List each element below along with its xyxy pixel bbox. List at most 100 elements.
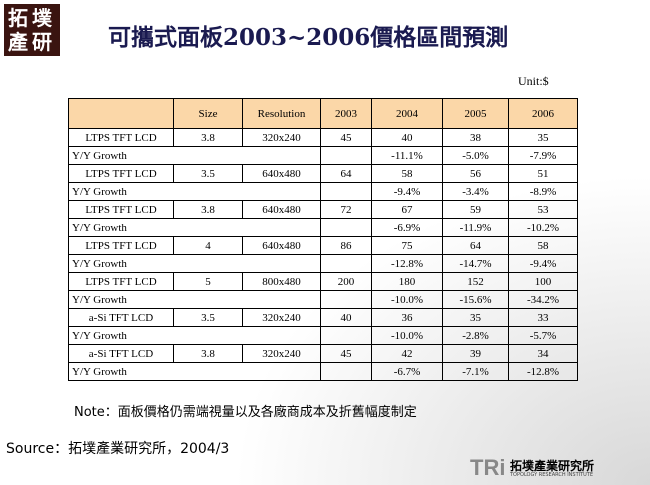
growth-row: Y/Y Growth -11.1% -5.0% -7.9% [68, 146, 578, 165]
value-cell: 4 [173, 236, 243, 255]
value-cell: 5 [173, 272, 243, 291]
value-cell: 56 [442, 164, 509, 183]
header-cell: 2006 [508, 98, 578, 129]
growth-row: Y/Y Growth -6.7% -7.1% -12.8% [68, 362, 578, 381]
value-cell: 200 [320, 272, 372, 291]
empty-cell [320, 362, 372, 381]
value-cell: 64 [442, 236, 509, 255]
growth-cell: -2.8% [442, 326, 509, 345]
header-cell: 2004 [371, 98, 443, 129]
growth-cell: -7.9% [508, 146, 578, 165]
value-cell: 40 [371, 128, 443, 147]
title: 可攜式面板2003~2006價格區間預測 [108, 24, 509, 51]
value-cell: 180 [371, 272, 443, 291]
source: Source：拓墣產業研究所，2004/3 [6, 441, 230, 457]
growth-cell: -9.4% [508, 254, 578, 273]
value-cell: 42 [371, 344, 443, 363]
growth-label: Y/Y Growth [68, 146, 321, 165]
growth-label: Y/Y Growth [68, 254, 321, 273]
value-cell: 75 [371, 236, 443, 255]
value-cell: 39 [442, 344, 509, 363]
header-cell [68, 98, 174, 129]
empty-cell [320, 254, 372, 273]
header-cell: Size [173, 98, 243, 129]
logo: 拓墣產研 [4, 4, 60, 56]
growth-cell: -11.1% [371, 146, 443, 165]
value-cell: 34 [508, 344, 578, 363]
model-cell: LTPS TFT LCD [68, 272, 174, 291]
growth-cell: -34.2% [508, 290, 578, 309]
model-cell: a-Si TFT LCD [68, 344, 174, 363]
value-cell: 3.5 [173, 308, 243, 327]
value-cell: 640x480 [242, 236, 321, 255]
header-row: Size Resolution 2003 2004 2005 2006 [68, 98, 578, 129]
header-cell: 2005 [442, 98, 509, 129]
growth-cell: -6.7% [371, 362, 443, 381]
growth-cell: -6.9% [371, 218, 443, 237]
header-cell: Resolution [242, 98, 321, 129]
value-cell: 59 [442, 200, 509, 219]
growth-label: Y/Y Growth [68, 290, 321, 309]
model-cell: LTPS TFT LCD [68, 128, 174, 147]
value-cell: 3.8 [173, 200, 243, 219]
model-cell: LTPS TFT LCD [68, 200, 174, 219]
value-cell: 320x240 [242, 308, 321, 327]
value-cell: 72 [320, 200, 372, 219]
brand: TRi [470, 455, 506, 480]
value-cell: 86 [320, 236, 372, 255]
growth-row: Y/Y Growth -9.4% -3.4% -8.9% [68, 182, 578, 201]
brand-name: 拓墣產業研究所 [510, 459, 595, 473]
growth-cell: -3.4% [442, 182, 509, 201]
value-cell: 152 [442, 272, 509, 291]
value-cell: 45 [320, 344, 372, 363]
empty-cell [320, 146, 372, 165]
growth-label: Y/Y Growth [68, 362, 321, 381]
price-row: LTPS TFT LCD 3.8 320x240 45 40 38 35 [68, 128, 578, 147]
value-cell: 53 [508, 200, 578, 219]
growth-row: Y/Y Growth -12.8% -14.7% -9.4% [68, 254, 578, 273]
value-cell: 35 [508, 128, 578, 147]
growth-row: Y/Y Growth -10.0% -2.8% -5.7% [68, 326, 578, 345]
growth-cell: -11.9% [442, 218, 509, 237]
value-cell: 36 [371, 308, 443, 327]
growth-row: Y/Y Growth -6.9% -11.9% -10.2% [68, 218, 578, 237]
value-cell: 58 [508, 236, 578, 255]
price-row: LTPS TFT LCD 4 640x480 86 75 64 58 [68, 236, 578, 255]
empty-cell [320, 326, 372, 345]
value-cell: 320x240 [242, 344, 321, 363]
empty-cell [320, 290, 372, 309]
price-row: LTPS TFT LCD 5 800x480 200 180 152 100 [68, 272, 578, 291]
growth-cell: -7.1% [442, 362, 509, 381]
empty-cell [320, 182, 372, 201]
growth-cell: -14.7% [442, 254, 509, 273]
price-row: LTPS TFT LCD 3.5 640x480 64 58 56 51 [68, 164, 578, 183]
unit: Unit:$ [518, 74, 549, 88]
value-cell: 640x480 [242, 200, 321, 219]
value-cell: 45 [320, 128, 372, 147]
value-cell: 40 [320, 308, 372, 327]
growth-cell: -5.0% [442, 146, 509, 165]
value-cell: 64 [320, 164, 372, 183]
growth-label: Y/Y Growth [68, 326, 321, 345]
value-cell: 67 [371, 200, 443, 219]
note: Note：面板價格仍需端視量以及各廠商成本及折舊幅度制定 [74, 405, 417, 420]
growth-cell: -12.8% [508, 362, 578, 381]
value-cell: 800x480 [242, 272, 321, 291]
model-cell: a-Si TFT LCD [68, 308, 174, 327]
value-cell: 3.8 [173, 344, 243, 363]
growth-cell: -12.8% [371, 254, 443, 273]
growth-cell: -9.4% [371, 182, 443, 201]
value-cell: 51 [508, 164, 578, 183]
price-row: a-Si TFT LCD 3.5 320x240 40 36 35 33 [68, 308, 578, 327]
header-cell: 2003 [320, 98, 372, 129]
value-cell: 38 [442, 128, 509, 147]
value-cell: 100 [508, 272, 578, 291]
price-table: Size Resolution 2003 2004 2005 2006 LTPS TFT L… [68, 98, 578, 381]
footer-logo: TRi 拓墣產業研究所 TOPOLOGY RESEARCH INSTITUTE [470, 455, 594, 481]
value-cell: 3.8 [173, 128, 243, 147]
value-cell: 35 [442, 308, 509, 327]
growth-cell: -10.0% [371, 326, 443, 345]
value-cell: 3.5 [173, 164, 243, 183]
growth-cell: -10.2% [508, 218, 578, 237]
